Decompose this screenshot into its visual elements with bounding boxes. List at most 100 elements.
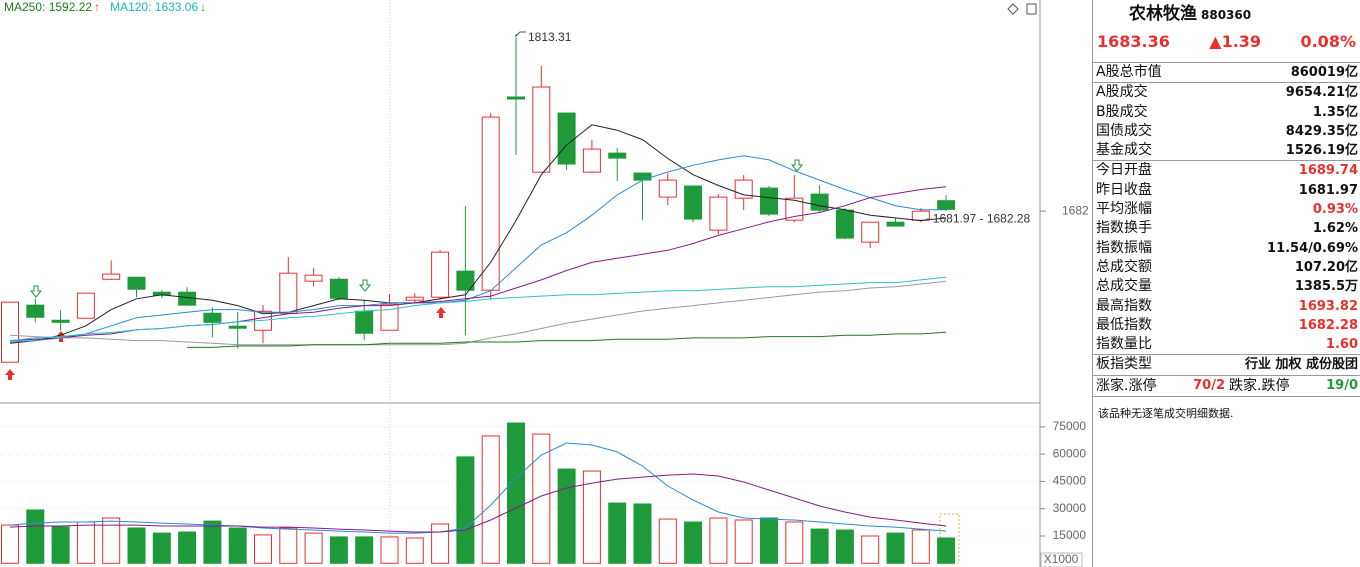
volume-bar	[1, 524, 19, 564]
candle-body	[76, 292, 95, 319]
buy-marker	[5, 369, 15, 380]
stat-row: A股成交 9654.21亿	[1093, 83, 1360, 102]
volume-bar	[760, 517, 778, 564]
stat-value: 1526.19亿	[1285, 143, 1358, 159]
candle-body	[178, 291, 197, 306]
ma-line	[9, 280, 947, 346]
unit-box	[1040, 552, 1083, 567]
stat-row: 总成交额 107.20亿	[1093, 258, 1360, 277]
legend-label: MA250: 1592.22	[4, 0, 92, 14]
panel-note: 该品种无逐笔成交明细数据.	[1098, 406, 1234, 420]
stat-group: A股总市值 860019亿	[1093, 62, 1360, 82]
legend-trend: ↑	[94, 0, 100, 14]
legend-trend: ↓	[200, 0, 206, 14]
volume-bar	[152, 532, 171, 564]
candle-body	[456, 270, 475, 291]
unit-label: X1000	[1044, 552, 1079, 566]
volume-bar	[26, 509, 45, 564]
candle-body	[835, 209, 854, 239]
annotation-pointer	[515, 31, 526, 37]
volume-bar	[709, 517, 728, 564]
stat-row: 板指类型 行业 加权 成份股团	[1093, 355, 1360, 374]
candle-body	[507, 96, 525, 100]
stat-label: 指数量比	[1096, 336, 1152, 353]
volume-bar	[532, 433, 551, 564]
stat-value: 9654.21亿	[1285, 85, 1358, 101]
stat-row: 指数换手 1.62%	[1093, 219, 1360, 238]
y-tick-label: 1682	[1062, 203, 1089, 217]
volume-bar	[835, 529, 854, 564]
stat-value: 1689.74	[1298, 163, 1358, 179]
stat-row: 指数量比 1.60	[1093, 335, 1360, 354]
candle-body	[886, 221, 905, 227]
ma-line	[9, 155, 947, 343]
candle-body	[329, 278, 348, 299]
stat-value: 11.54/0.69%	[1267, 240, 1358, 256]
stat-group: A股成交 9654.21亿 B股成交 1.35亿 国债成交 8429.35亿 基金成交 152…	[1093, 82, 1360, 160]
breadth-value: 70/2	[1193, 377, 1225, 393]
candle-body	[203, 312, 222, 323]
last-price: 1683.36	[1097, 32, 1170, 51]
ma-line	[9, 473, 947, 533]
index-name: 农林牧渔	[1129, 4, 1197, 24]
volume-bar	[507, 422, 525, 564]
volume-bar	[861, 535, 880, 564]
ma-line	[9, 276, 947, 342]
volume-bar	[582, 470, 601, 564]
candle-body	[405, 296, 424, 301]
price-change: ▲1.39	[1209, 32, 1262, 51]
stat-label: 指数换手	[1096, 220, 1152, 237]
stat-value: 0.93%	[1312, 202, 1358, 218]
volume-bar	[228, 527, 247, 564]
breadth-row: 涨家.涨停 70/2 跌家.跌停 19/0	[1093, 374, 1360, 397]
stat-value: 行业 加权 成份股团	[1244, 357, 1358, 373]
index-code: 880360	[1201, 8, 1252, 22]
volume-bar	[684, 521, 703, 564]
volume-bar	[355, 536, 374, 564]
stat-label: 今日开盘	[1096, 162, 1152, 179]
candle-body	[785, 197, 804, 221]
stat-value: 1681.97	[1298, 182, 1358, 198]
stat-value: 1.35亿	[1312, 104, 1358, 120]
candle-body	[937, 200, 956, 210]
volume-bar	[304, 532, 323, 564]
stat-value: 1.60	[1325, 337, 1358, 353]
volume-bar	[911, 529, 930, 564]
volume-bar	[886, 532, 905, 564]
sell-marker	[790, 159, 804, 172]
stat-row: B股成交 1.35亿	[1093, 103, 1360, 122]
stat-label: 基金成交	[1096, 142, 1152, 159]
icon-diamond[interactable]	[1007, 3, 1019, 15]
candle-body	[582, 148, 601, 173]
stat-value: 8429.35亿	[1285, 123, 1358, 139]
stat-row: 昨日收盘 1681.97	[1093, 181, 1360, 200]
candle-body	[861, 221, 880, 243]
candle-body	[709, 196, 728, 231]
candle-body	[51, 319, 70, 323]
stat-label: B股成交	[1096, 103, 1148, 120]
chart: 1682 MA250: 1592.22 ↑ MA120: 1633.06 ↓ 1813.3…	[0, 0, 1089, 567]
stat-label: 最高指数	[1096, 297, 1152, 314]
stat-label: 平均涨幅	[1096, 201, 1152, 218]
volume-bar	[405, 537, 424, 564]
stat-value: 860019亿	[1290, 65, 1358, 80]
candle-body	[279, 272, 298, 314]
candle-body	[684, 185, 703, 220]
candle-body	[26, 304, 45, 318]
candle-body	[481, 116, 500, 291]
signal-markers	[5, 159, 804, 380]
stat-row: 最低指数 1682.28	[1093, 316, 1360, 335]
y-tick-label: 45000	[1053, 474, 1087, 488]
sell-marker	[29, 285, 43, 298]
candle-body	[658, 179, 677, 198]
candle-body	[633, 172, 652, 181]
icon-window[interactable]	[1026, 3, 1037, 15]
volume-bar	[810, 528, 829, 564]
volume-bar	[102, 517, 121, 564]
volume-bar	[456, 456, 475, 564]
stat-label: 总成交额	[1096, 258, 1152, 275]
volume-bar	[785, 521, 804, 564]
breadth-value: 19/0	[1326, 377, 1358, 393]
volume-bar	[127, 527, 146, 564]
